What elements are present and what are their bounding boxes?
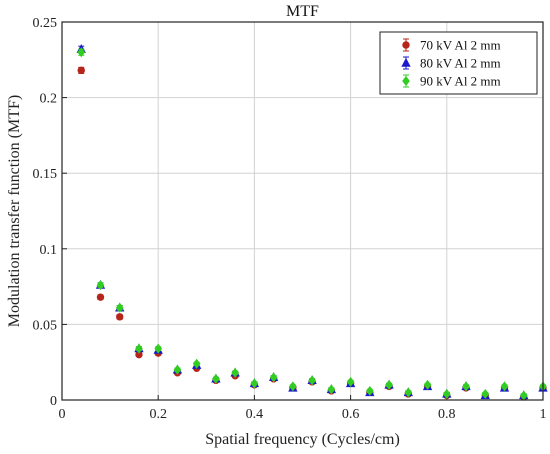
y-tick-label: 0.15 bbox=[33, 167, 58, 182]
data-point bbox=[442, 388, 451, 399]
legend-label: 70 kV Al 2 mm bbox=[420, 38, 501, 53]
data-point bbox=[269, 372, 278, 383]
data-point bbox=[327, 384, 336, 395]
data-point bbox=[212, 373, 220, 384]
plot-frame bbox=[61, 21, 544, 401]
data-point bbox=[77, 66, 85, 75]
legend-marker bbox=[402, 41, 410, 49]
x-axis-title: Spatial frequency (Cycles/cm) bbox=[205, 431, 400, 448]
x-tick-label: 0.8 bbox=[438, 407, 456, 422]
data-point bbox=[96, 293, 105, 301]
data-point bbox=[404, 387, 413, 398]
data-point bbox=[346, 376, 355, 387]
data-point bbox=[250, 378, 259, 389]
y-tick-label: 0.2 bbox=[40, 92, 58, 107]
data-point bbox=[500, 381, 509, 392]
data-point bbox=[308, 375, 316, 386]
legend-label: 80 kV Al 2 mm bbox=[420, 56, 501, 71]
y-tick-label: 0.25 bbox=[33, 16, 58, 31]
data-point bbox=[462, 381, 470, 392]
y-axis-title: Modulation transfer function (MTF) bbox=[6, 95, 23, 327]
x-tick-label: 1 bbox=[540, 407, 547, 422]
data-point bbox=[173, 364, 182, 375]
series-1 bbox=[77, 66, 547, 401]
legend-marker bbox=[401, 57, 411, 67]
legend-item: 90 kV Al 2 mm bbox=[402, 74, 501, 89]
legend-marker bbox=[402, 76, 410, 86]
y-tick-label: 0 bbox=[50, 394, 57, 409]
chart-title: MTF bbox=[286, 3, 319, 20]
data-point bbox=[481, 388, 490, 399]
data-point bbox=[289, 381, 297, 392]
data-point bbox=[192, 358, 201, 369]
data-point bbox=[423, 379, 432, 390]
y-tick-label: 0.05 bbox=[33, 318, 58, 333]
data-point bbox=[135, 343, 143, 354]
x-tick-label: 0.4 bbox=[246, 407, 264, 422]
y-tick-label: 0.1 bbox=[40, 243, 58, 258]
x-tick-label: 0.6 bbox=[342, 407, 360, 422]
data-point bbox=[366, 385, 374, 396]
x-tick-label: 0.2 bbox=[149, 407, 167, 422]
data-point bbox=[77, 47, 86, 58]
data-point bbox=[115, 302, 124, 313]
legend-label: 90 kV Al 2 mm bbox=[420, 74, 501, 89]
legend: 70 kV Al 2 mm 80 kV Al 2 mm 90 kV Al 2 mm bbox=[379, 31, 538, 95]
data-point bbox=[231, 367, 239, 378]
data-point bbox=[116, 313, 124, 321]
data-point bbox=[385, 379, 393, 390]
legend-item: 70 kV Al 2 mm bbox=[402, 38, 501, 53]
series-3 bbox=[77, 47, 547, 401]
data-points bbox=[76, 43, 548, 401]
x-tick-label: 0 bbox=[59, 407, 66, 422]
data-point bbox=[96, 280, 105, 291]
legend-item: 80 kV Al 2 mm bbox=[401, 56, 501, 71]
data-point bbox=[154, 343, 163, 354]
